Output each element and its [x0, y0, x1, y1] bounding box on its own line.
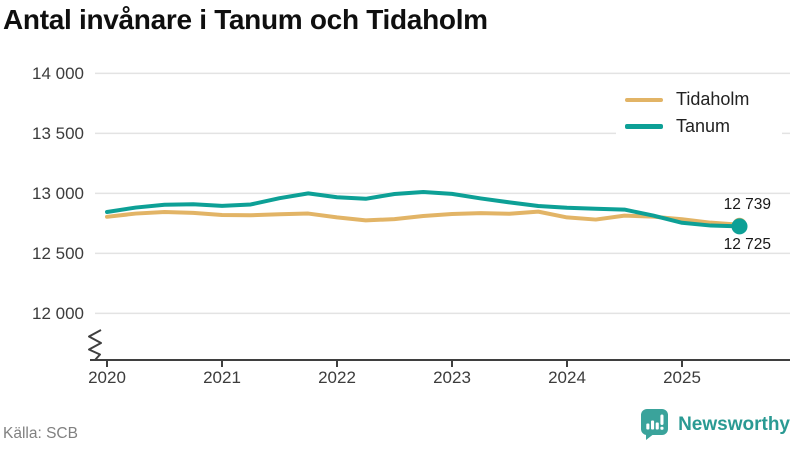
line-tanum: [105, 189, 742, 229]
end-value-tidaholm: 12 739: [723, 196, 771, 213]
legend-label-tanum: Tanum: [676, 115, 731, 136]
xtick-label-2021: 2021: [203, 368, 241, 387]
ytick-label-13500: 13 500: [32, 124, 84, 143]
source-note: Källa: SCB: [3, 425, 78, 442]
newsworthy-logo-icon: [641, 409, 669, 440]
ytick-label-14000: 14 000: [32, 64, 84, 83]
ytick-label-13000: 13 000: [32, 184, 84, 203]
xtick-label-2023: 2023: [433, 368, 471, 387]
legend-swatch-tidaholm: [625, 97, 663, 103]
xtick-label-2020: 2020: [88, 368, 126, 387]
end-dot-tanum: [731, 218, 748, 235]
ytick-label-12500: 12 500: [32, 244, 84, 263]
legend-swatch-tanum: [625, 124, 663, 129]
xtick-label-2025: 2025: [663, 368, 701, 387]
legend-item-tidaholm: Tidaholm: [625, 89, 772, 110]
xtick-label-2024: 2024: [548, 368, 586, 387]
ytick-label-12000: 12 000: [32, 304, 84, 323]
axis-break-icon: [88, 329, 102, 361]
legend-item-tanum: Tanum: [625, 115, 772, 137]
chart-title: Antal invånare i Tanum och Tidaholm: [3, 4, 488, 35]
legend: Tidaholm Tanum: [616, 83, 782, 144]
newsworthy-branding: Newsworthy: [640, 408, 790, 441]
legend-label-tidaholm: Tidaholm: [676, 89, 750, 109]
line-tidaholm: [105, 209, 742, 227]
end-value-tanum: 12 725: [723, 236, 771, 253]
xtick-label-2022: 2022: [318, 368, 356, 387]
newsworthy-wordmark: Newsworthy: [678, 413, 790, 435]
